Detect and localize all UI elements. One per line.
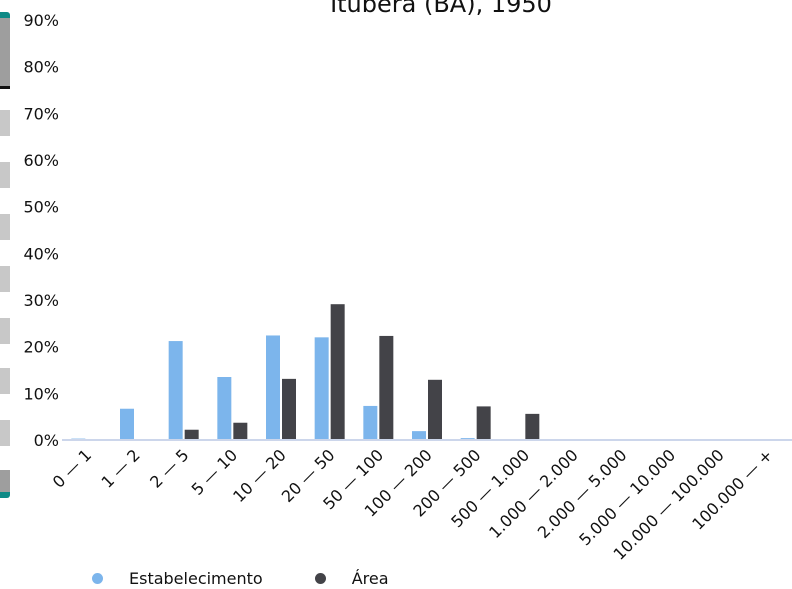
bar-area-8[interactable] (476, 406, 491, 440)
y-tick-label: 20% (23, 338, 59, 357)
bar-estabelecimento-7[interactable] (412, 431, 426, 440)
side-scroll-segment (0, 318, 10, 344)
side-scroll-bottom-cap (0, 492, 10, 498)
side-scroll-top-cap (0, 12, 10, 18)
legend-marker-estabelecimento (92, 573, 103, 584)
bar-area-5[interactable] (330, 304, 345, 440)
legend: Estabelecimento Área (92, 569, 441, 588)
bar-area-3[interactable] (233, 422, 248, 440)
legend-marker-area (314, 573, 326, 584)
side-scroll-segment (0, 214, 10, 240)
chart-title: Ituberá (BA), 1950 (330, 0, 552, 18)
y-tick-label: 0% (34, 431, 59, 450)
bar-estabelecimento-5[interactable] (314, 337, 329, 440)
x-tick-label: 0 — 1 (49, 445, 95, 491)
side-scroll-segment (0, 162, 10, 188)
bar-estabelecimento-3[interactable] (217, 377, 232, 440)
bar-estabelecimento-1[interactable] (120, 408, 134, 440)
bar-estabelecimento-4[interactable] (266, 335, 280, 440)
side-scroll-segment (0, 368, 10, 394)
bar-area-6[interactable] (379, 335, 394, 440)
side-scroll-segment (0, 266, 10, 292)
legend-item-area[interactable]: Área (314, 569, 389, 588)
y-tick-label: 60% (23, 151, 59, 170)
legend-item-estabelecimento[interactable]: Estabelecimento (92, 569, 263, 588)
x-tick-label: 1 — 2 (97, 445, 143, 491)
y-tick-label: 50% (23, 198, 59, 217)
bar-area-2[interactable] (184, 429, 199, 440)
side-scroll-track (0, 12, 10, 498)
side-scroll-segment (0, 420, 10, 446)
x-tick-label: 2 — 5 (146, 445, 192, 491)
side-scroll-segment (0, 110, 10, 136)
bar-estabelecimento-6[interactable] (363, 405, 378, 440)
bar-area-9[interactable] (525, 413, 540, 440)
legend-label: Estabelecimento (129, 569, 263, 588)
bar-area-7[interactable] (428, 379, 442, 440)
bar-estabelecimento-2[interactable] (168, 341, 183, 440)
side-scroll-thumb[interactable] (0, 18, 10, 89)
y-tick-label: 90% (23, 11, 59, 30)
y-tick-label: 70% (23, 104, 59, 123)
y-tick-label: 40% (23, 244, 59, 263)
legend-label: Área (351, 569, 389, 588)
side-scroll-bottom-thumb[interactable] (0, 470, 10, 492)
y-tick-label: 80% (23, 58, 59, 77)
bar-area-4[interactable] (282, 378, 296, 440)
y-tick-label: 10% (23, 384, 59, 403)
y-tick-label: 30% (23, 291, 59, 310)
